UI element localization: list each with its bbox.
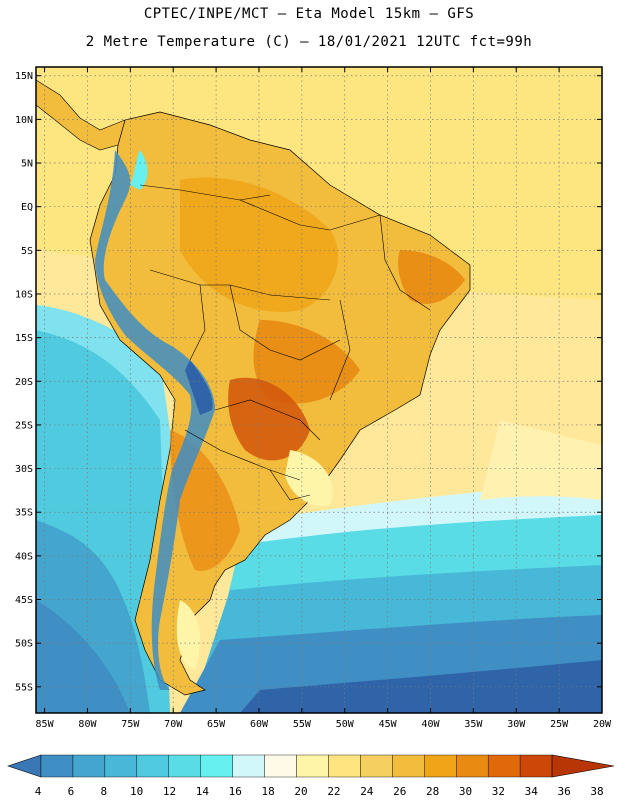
lat-tick-label: 45S	[15, 595, 33, 606]
lon-tick-label: 40W	[421, 719, 440, 730]
lat-tick-label: 50S	[15, 639, 33, 650]
colorbar-label: 24	[360, 785, 374, 798]
colorbar-label: 34	[525, 785, 539, 798]
lon-tick-label: 50W	[336, 719, 355, 730]
lon-tick-label: 45W	[379, 719, 398, 730]
lon-tick-label: 60W	[250, 719, 269, 730]
colorbar-label: 28	[426, 785, 439, 798]
region-southeast-mild	[285, 450, 333, 506]
region-colombian-andes	[130, 150, 148, 190]
region-altiplano-coldest	[185, 360, 213, 415]
colorbar-bin	[232, 754, 265, 778]
colorbar-bin	[328, 754, 361, 778]
colorbar-label: 4	[35, 785, 42, 798]
ocean-atlantic-coldest	[240, 660, 602, 713]
colorbar-label: 36	[557, 785, 570, 798]
colorbar-label: 14	[196, 785, 210, 798]
map-title-line-2: 2 Metre Temperature (C) – 18/01/2021 12U…	[85, 34, 533, 50]
country-borders	[139, 184, 431, 501]
colorbar-label: 20	[294, 785, 307, 798]
region-amazon-warm	[180, 177, 339, 312]
colorbar-bin	[296, 754, 329, 778]
colorbar-bin	[487, 754, 521, 778]
lat-tick-label: 15S	[15, 333, 33, 344]
colorbar-bin	[104, 754, 138, 778]
colorbar-label: 16	[229, 785, 242, 798]
colorbar-label: 32	[492, 785, 505, 798]
colorbar-bin	[360, 754, 393, 778]
lat-tick-label: 10N	[15, 115, 33, 126]
colorbar-bin	[72, 754, 106, 778]
lon-tick-label: 70W	[164, 719, 183, 730]
colorbar-bin	[519, 754, 553, 778]
lat-tick-label: 5N	[21, 159, 33, 170]
map-frame	[35, 66, 603, 714]
region-central-hot	[253, 320, 360, 404]
lon-tick-label: 55W	[293, 719, 312, 730]
colorbar-bin	[168, 754, 201, 778]
colorbar-label: 12	[163, 785, 176, 798]
lon-tick-label: 35W	[464, 719, 483, 730]
lon-tick-label: 20W	[593, 719, 612, 730]
lat-tick-label: 15N	[15, 71, 33, 82]
axis-ticks: 15N 10N 5N EQ 5S 10S 15S 20S 25S 30S 35S 40S 45S 50S 5…	[15, 67, 612, 730]
colorbar-bin	[40, 754, 74, 778]
lon-tick-label: 65W	[207, 719, 226, 730]
lat-tick-label: 35S	[15, 508, 33, 519]
colorbar-bin	[424, 754, 457, 778]
lat-tick-label: 10S	[15, 289, 33, 300]
lat-tick-label: 25S	[15, 420, 33, 431]
colorbar-label: 30	[459, 785, 472, 798]
lon-tick-label: 80W	[78, 719, 97, 730]
lat-tick-label: 55S	[15, 682, 33, 693]
map-title-line-1: CPTEC/INPE/MCT – Eta Model 15km – GFS	[143, 6, 475, 22]
lon-tick-label: 75W	[121, 719, 140, 730]
lon-tick-label: 85W	[36, 719, 55, 730]
colorbar-min-arrow	[7, 754, 42, 778]
lon-tick-label: 30W	[507, 719, 526, 730]
colorbar-label: 22	[327, 785, 340, 798]
colorbar-label: 6	[68, 785, 75, 798]
lat-tick-label: 20S	[15, 377, 33, 388]
colorbar-label: 26	[393, 785, 406, 798]
colorbar-bin	[136, 754, 169, 778]
region-patagonia-mild	[176, 600, 200, 670]
ocean-atlantic-mild	[480, 420, 602, 500]
colorbar-label: 10	[130, 785, 143, 798]
ocean-pacific-coldest	[36, 600, 130, 713]
region-northeast-hot	[398, 250, 465, 304]
colorbar-bin	[264, 754, 297, 778]
lon-tick-label: 25W	[550, 719, 569, 730]
lat-tick-label: 40S	[15, 551, 33, 562]
lat-tick-label: 5S	[21, 246, 33, 257]
colorbar-label: 8	[100, 785, 107, 798]
colorbar-bin	[200, 754, 233, 778]
colorbar-max-arrow	[551, 754, 615, 778]
region-andes-cold	[95, 150, 215, 690]
land-central-america	[36, 79, 126, 151]
lat-tick-label: EQ	[21, 202, 33, 213]
colorbar-bin	[392, 754, 425, 778]
colorbar: 4 6 8 10 12 14 16 18 20 22 24 26 28 30 32 34 36 38	[7, 754, 615, 798]
region-chaco-hottest	[228, 377, 310, 461]
lat-tick-label: 30S	[15, 464, 33, 475]
colorbar-label: 18	[262, 785, 275, 798]
colorbar-label: 38	[590, 785, 603, 798]
colorbar-bin	[456, 754, 489, 778]
